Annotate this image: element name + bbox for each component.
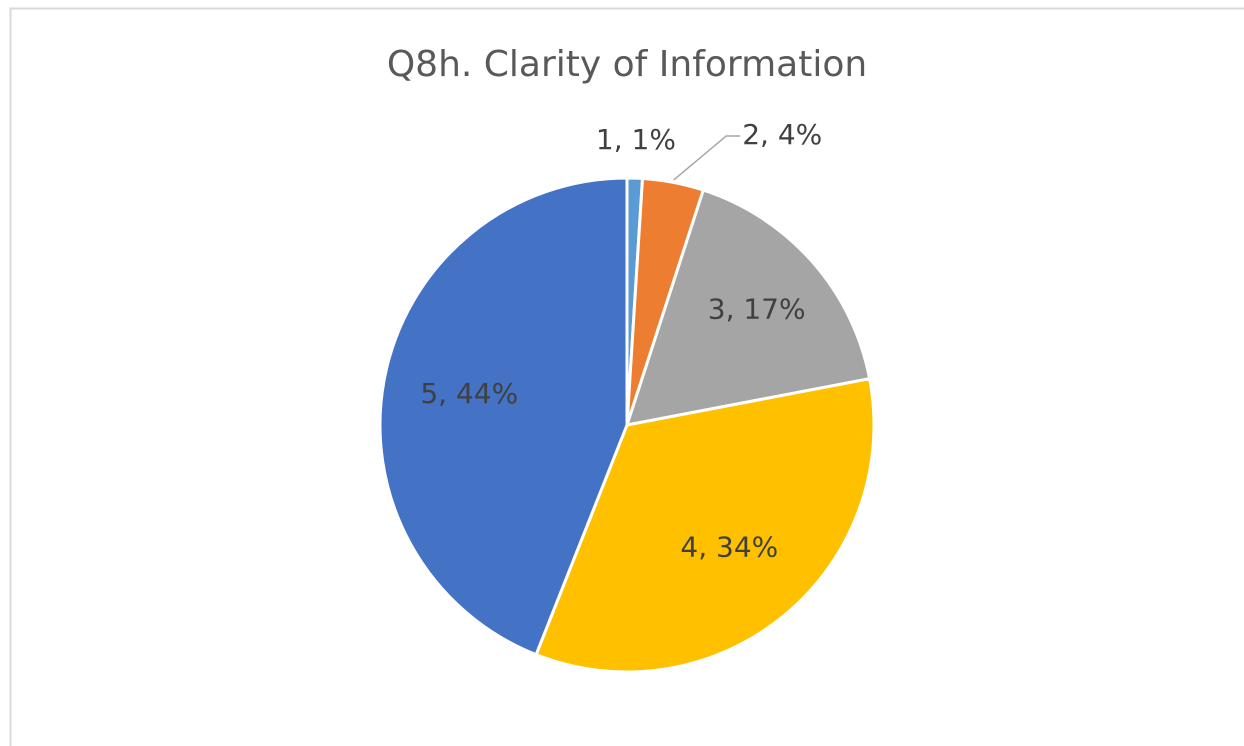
data-label: 2, 4% [742,118,822,151]
leader-line [673,135,741,181]
data-label: 5, 44% [420,377,518,410]
pie-slice [534,376,876,674]
pie-slice [624,188,872,427]
data-label: 3, 17% [708,293,806,326]
chart-frame [9,7,1244,746]
data-label: 1, 1% [596,123,676,156]
pie-slice [378,176,629,657]
chart-title: Q8h. Clarity of Information [387,44,867,85]
data-label: 4, 34% [680,531,778,564]
